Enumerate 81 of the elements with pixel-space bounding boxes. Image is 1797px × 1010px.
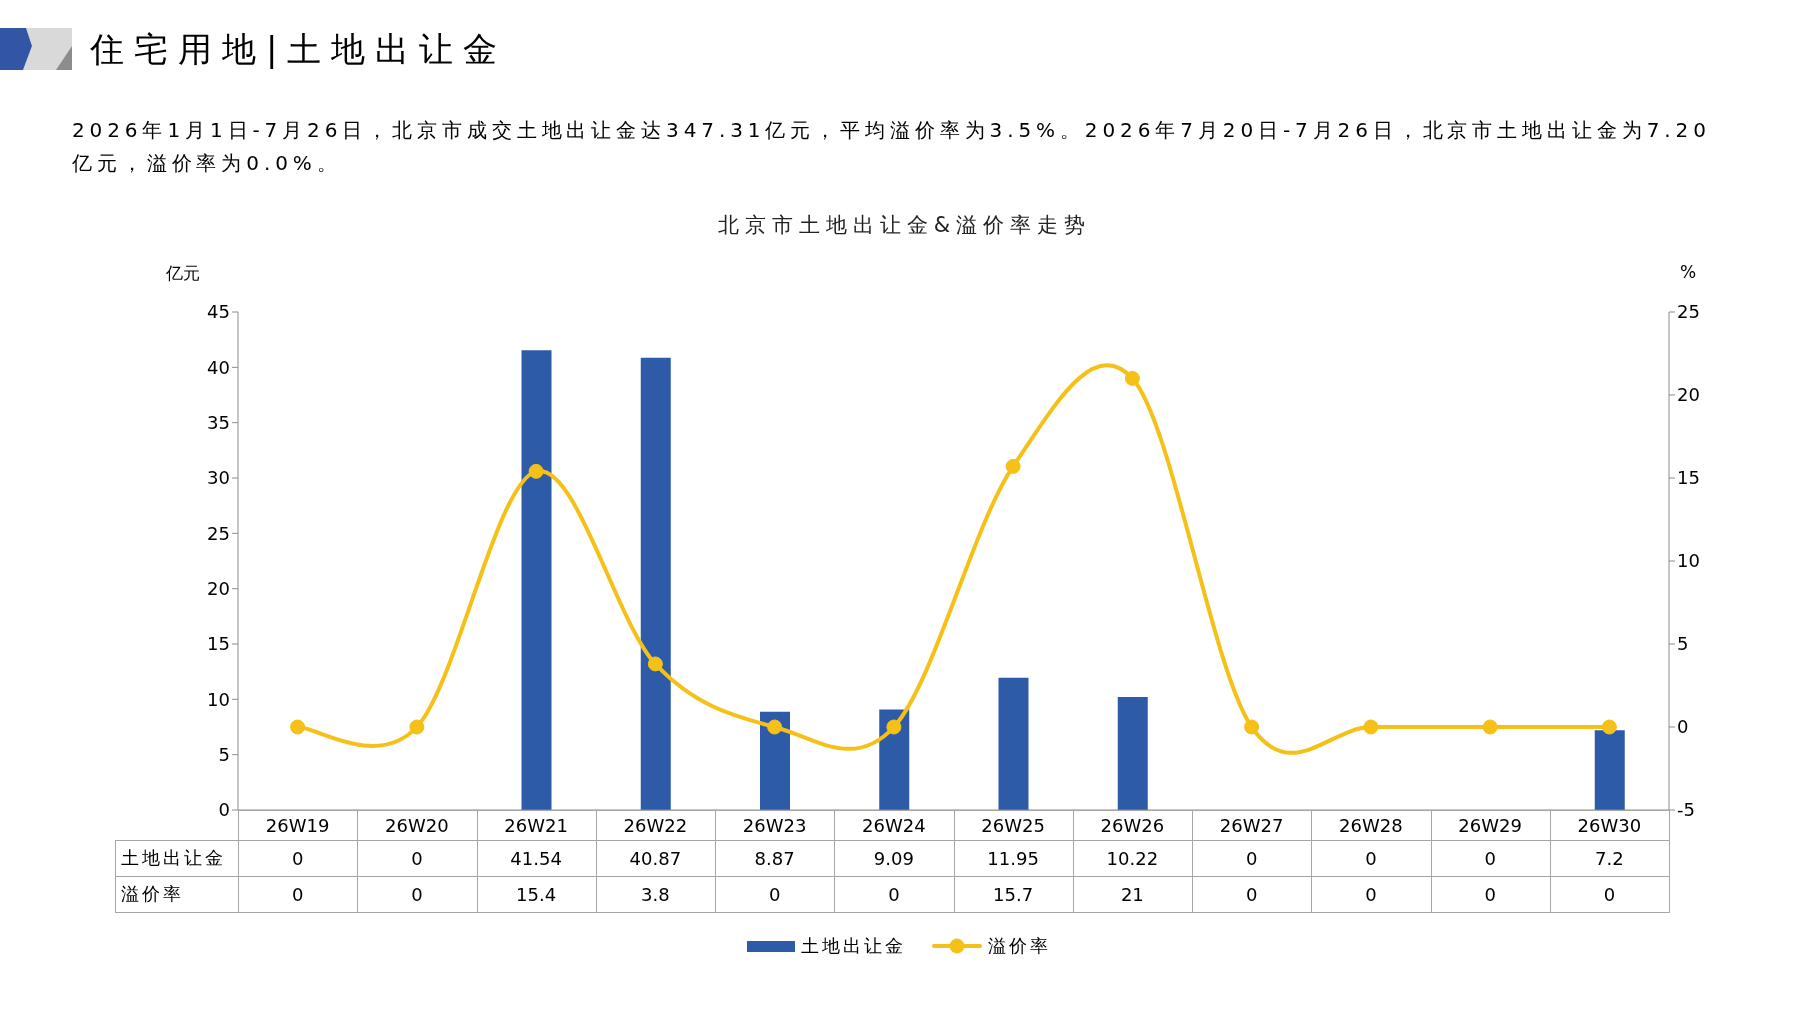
bar	[760, 711, 790, 810]
data-label: 15.7	[992, 882, 1035, 907]
point	[409, 719, 425, 735]
bar	[1594, 730, 1625, 810]
y-tick-label: 5	[218, 744, 230, 766]
chart-title: 北京市土地出让金&溢价率走势	[716, 212, 1093, 239]
legend-label: 溢价率	[987, 934, 1051, 958]
point	[1363, 719, 1379, 735]
point	[647, 656, 663, 672]
x-tick-label: 26W20	[384, 813, 450, 838]
y2-tick-label: 5	[1677, 633, 1689, 655]
data-label: 10.22	[1105, 846, 1160, 871]
bar	[521, 350, 552, 810]
data-label: 0	[290, 846, 305, 871]
legend-label: 土地出让金	[800, 934, 906, 958]
point	[767, 719, 783, 735]
x-tick-label: 26W26	[1099, 813, 1166, 838]
data-label: 3.8	[640, 882, 671, 907]
data-label: 21	[1119, 882, 1145, 907]
y-tick-label: 25	[207, 522, 230, 544]
data-label: 15.4	[515, 882, 558, 907]
data-label: 0	[1364, 882, 1378, 907]
y-tick-label: 20	[207, 578, 230, 600]
y2-tick-label: 10	[1677, 550, 1700, 572]
data-label: 0	[1602, 882, 1617, 907]
data-label: 41.54	[509, 846, 563, 871]
y-tick-label: 15	[207, 633, 230, 655]
y2-tick-label: 0	[1677, 716, 1689, 738]
y-tick-label: 10	[207, 688, 230, 710]
y2-axis-title: %	[1678, 262, 1698, 282]
data-label: 0	[1244, 846, 1259, 871]
y2-tick-label: 25	[1677, 301, 1700, 323]
data-label: 40.87	[628, 846, 683, 871]
x-tick-label: 26W19	[264, 813, 331, 838]
point	[528, 463, 544, 479]
x-tick-label: 26W30	[1576, 813, 1643, 838]
data-label: 0	[410, 882, 424, 907]
y-tick-label: 0	[218, 799, 230, 821]
x-tick-label: 26W23	[741, 813, 808, 838]
data-label: 8.87	[753, 846, 796, 871]
text: 溢价率	[121, 883, 184, 904]
x-tick-label: 26W29	[1457, 813, 1523, 838]
text: 土地出让金	[121, 847, 226, 868]
chart-subtitle: 2026年1月1日-7月26日，北京市成交土地出让金达347.31亿元，平均溢价率为3.5%。2026年7月20日-7月26日，北京市土地出让金为7.20亿元，溢价率为0.0%。	[72, 117, 1712, 177]
y2-tick-label: -5	[1677, 799, 1695, 821]
y2-tick-label: 20	[1677, 384, 1700, 406]
x-tick-label: 26W25	[980, 813, 1046, 838]
data-label: 9.09	[872, 846, 915, 871]
bar	[640, 357, 671, 810]
point	[1601, 719, 1617, 735]
x-tick-label: 26W28	[1338, 813, 1404, 838]
data-label: 0	[1483, 882, 1497, 907]
bar	[1117, 696, 1148, 810]
x-tick-label: 26W21	[503, 813, 569, 838]
data-label: 0	[1244, 882, 1259, 907]
data-label: 0	[410, 846, 424, 871]
y-axis-title: 亿元	[165, 262, 201, 285]
point	[1005, 458, 1021, 474]
data-label: 0	[1483, 846, 1497, 871]
text: 住宅用地|土地出让金	[90, 28, 508, 71]
point	[290, 719, 306, 735]
point	[1244, 719, 1260, 735]
point	[1124, 370, 1140, 386]
data-label: 0	[290, 882, 305, 907]
y-tick-label: 45	[207, 301, 230, 323]
y-tick-label: 40	[207, 356, 230, 378]
point	[886, 719, 902, 735]
y-tick-label: 35	[207, 412, 230, 434]
x-tick-label: 26W22	[622, 813, 689, 838]
y-tick-label: 30	[207, 467, 230, 489]
data-label: 0	[767, 882, 782, 907]
y2-tick-label: 15	[1677, 467, 1700, 489]
data-label: 7.2	[1594, 846, 1625, 871]
data-label: 11.95	[986, 846, 1040, 871]
data-label: 0	[1364, 846, 1378, 871]
x-tick-label: 26W27	[1218, 813, 1285, 838]
x-tick-label: 26W24	[861, 813, 927, 838]
data-label: 0	[887, 882, 901, 907]
bar	[879, 709, 910, 810]
bar	[998, 677, 1029, 810]
point	[1482, 719, 1498, 735]
